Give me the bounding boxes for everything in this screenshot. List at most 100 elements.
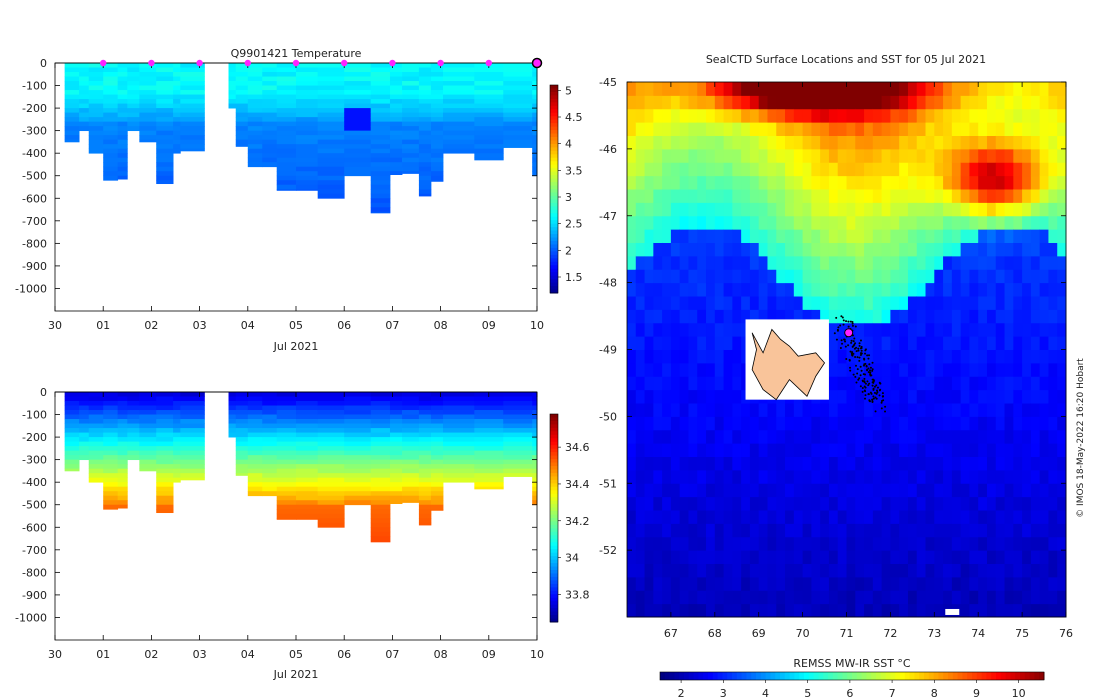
- sst-cell: [758, 496, 768, 511]
- sst-cell: [802, 162, 812, 177]
- sst-cell: [899, 362, 909, 377]
- sst-cell: [679, 536, 689, 551]
- section-cell: [173, 135, 181, 141]
- sst-cell: [934, 469, 944, 484]
- section-cell: [296, 486, 319, 492]
- section-cell: [532, 126, 538, 132]
- section-cell: [127, 405, 140, 411]
- sst-cell: [1030, 510, 1041, 524]
- sst-cell: [644, 403, 654, 417]
- sst-cell: [723, 148, 733, 163]
- profile-marker: [100, 59, 107, 67]
- sst-cell: [802, 456, 812, 471]
- sst-cell: [934, 122, 944, 136]
- sst-cell: [916, 175, 927, 190]
- sst-cell: [890, 443, 900, 457]
- section-cell: [370, 207, 391, 213]
- sst-cell: [1013, 162, 1023, 177]
- section-cell: [235, 446, 249, 452]
- colorbar-segment: [684, 672, 690, 680]
- sst-cell: [969, 95, 979, 110]
- sst-cell: [679, 255, 689, 270]
- sst-cell: [653, 483, 663, 498]
- section-cell: [156, 144, 174, 150]
- section-cell: [139, 135, 157, 141]
- colorbar-segment: [550, 601, 558, 606]
- sst-cell: [749, 255, 760, 270]
- sst-cell: [670, 336, 681, 350]
- section-cell: [430, 428, 444, 433]
- sst-cell: [662, 603, 672, 618]
- track-point: [864, 394, 867, 397]
- sst-cell: [1057, 322, 1067, 337]
- track-point: [853, 337, 856, 340]
- section-cell: [389, 139, 403, 145]
- colorbar-segment: [1029, 672, 1035, 680]
- section-cell: [389, 455, 403, 461]
- section-cell: [389, 148, 403, 154]
- sst-cell: [995, 603, 1006, 618]
- sst-cell: [1030, 376, 1041, 391]
- sst-cell: [986, 469, 997, 484]
- section-cell: [344, 392, 372, 397]
- sst-cell: [723, 175, 733, 190]
- sst-cell: [828, 443, 839, 457]
- sst-cell: [1057, 403, 1067, 417]
- sst-cell: [627, 95, 637, 110]
- sst-cell: [820, 483, 830, 498]
- sst-cell: [934, 309, 944, 324]
- section-cell: [370, 144, 391, 150]
- sst-cell: [767, 603, 777, 618]
- sst-cell: [714, 429, 725, 444]
- sst-cell: [995, 95, 1006, 110]
- section-cell: [127, 72, 140, 77]
- x-tick-label: 02: [144, 648, 158, 661]
- section-cell: [103, 139, 119, 145]
- section-cell: [296, 401, 319, 406]
- sst-cell: [811, 122, 821, 136]
- sst-cell: [907, 122, 918, 136]
- sst-cell: [653, 576, 663, 591]
- sst-cell: [749, 590, 760, 605]
- section-cell: [139, 63, 157, 68]
- sst-cell: [1048, 162, 1058, 177]
- section-cell: [262, 450, 278, 456]
- colorbar-segment: [813, 672, 819, 680]
- section-cell: [430, 67, 444, 73]
- sst-cell: [776, 309, 786, 324]
- sst-cell: [978, 429, 988, 444]
- section-cell: [317, 513, 345, 519]
- sst-cell: [802, 108, 812, 123]
- seal-track-points: [833, 315, 887, 413]
- section-cell: [317, 103, 345, 109]
- sst-cell: [925, 483, 935, 498]
- sst-cell: [907, 82, 918, 96]
- sst-cell: [635, 296, 646, 310]
- sst-cell: [1039, 82, 1049, 96]
- section-cell: [228, 423, 237, 429]
- sst-cell: [890, 456, 900, 471]
- sst-cell: [881, 603, 891, 618]
- section-cell: [389, 495, 403, 501]
- sst-cell: [837, 483, 847, 498]
- section-cell: [117, 405, 128, 411]
- section-cell: [103, 473, 119, 479]
- sst-cell: [872, 229, 883, 243]
- colorbar-segment: [550, 265, 558, 270]
- sst-cell: [986, 215, 997, 230]
- sst-cell: [986, 429, 997, 444]
- section-cell: [430, 162, 444, 168]
- section-cell: [344, 410, 372, 415]
- section-cell: [173, 405, 181, 411]
- section-cell: [247, 468, 263, 474]
- sst-cell: [907, 189, 918, 203]
- section-cell: [317, 184, 345, 190]
- section-cell: [430, 477, 444, 483]
- sst-cell: [811, 82, 821, 96]
- track-point: [871, 361, 874, 364]
- y-tick-label: -1000: [15, 282, 47, 295]
- sst-cell: [890, 122, 900, 136]
- section-cell: [235, 121, 249, 127]
- sst-cell: [793, 296, 804, 310]
- sst-cell: [653, 269, 663, 284]
